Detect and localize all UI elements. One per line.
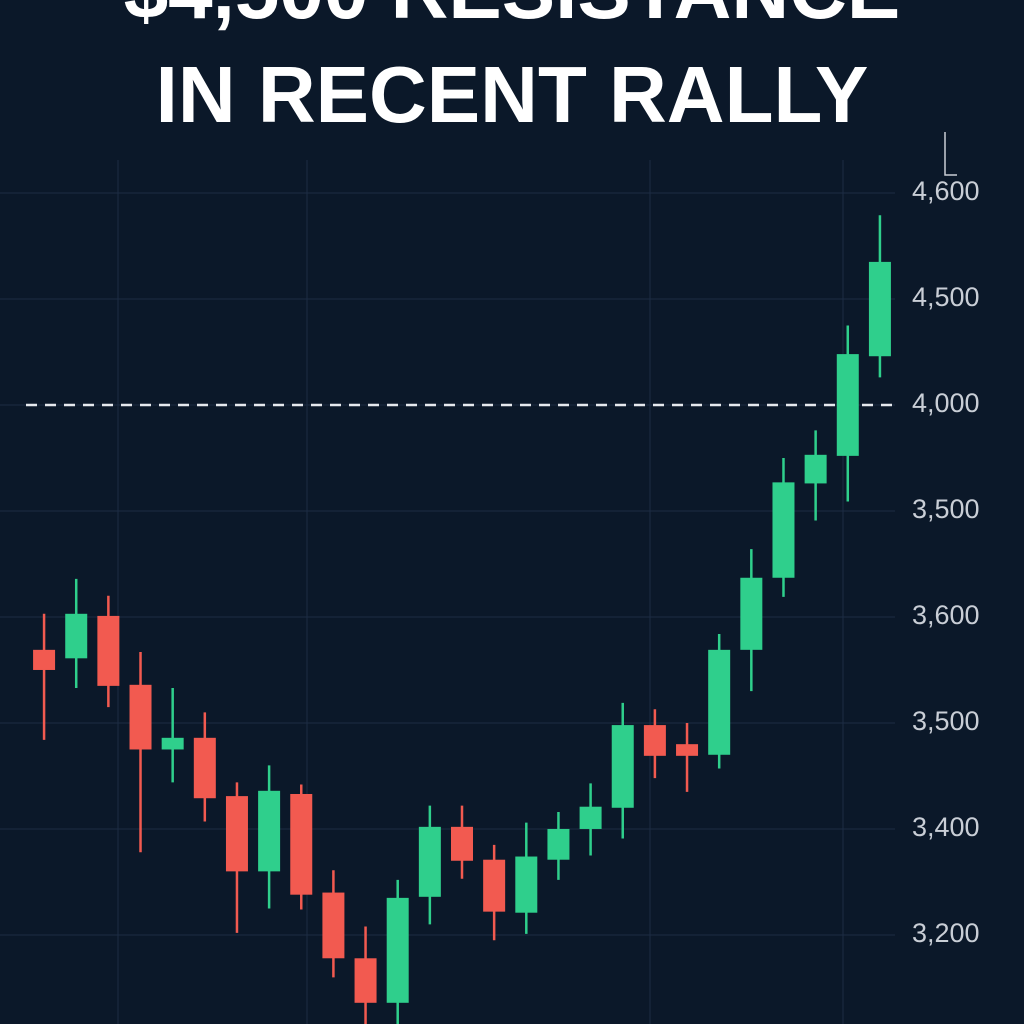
candle-body xyxy=(515,856,538,913)
candle-body xyxy=(740,577,763,650)
candle-body xyxy=(225,796,248,872)
candle-body xyxy=(290,793,313,895)
chart-title-line: $4,500 RESISTANCE xyxy=(124,0,901,35)
candle-body xyxy=(804,454,827,484)
chart-title-line: IN RECENT RALLY xyxy=(156,50,869,139)
candle-body xyxy=(708,649,731,755)
candle-body xyxy=(386,897,409,1003)
y-tick-label: 3,600 xyxy=(912,600,980,630)
y-tick-label: 4,500 xyxy=(912,282,980,312)
candle-body xyxy=(97,615,120,686)
candle-body xyxy=(611,725,634,808)
candle-body xyxy=(354,958,377,1003)
candle-body xyxy=(418,826,441,897)
candle-body xyxy=(65,613,88,659)
y-tick-label: 3,400 xyxy=(912,812,980,842)
candle-body xyxy=(772,482,795,578)
y-tick-label: 4,000 xyxy=(912,388,980,418)
candle-body xyxy=(258,790,281,872)
y-tick-label: 3,500 xyxy=(912,706,980,736)
candle-body xyxy=(451,826,473,861)
candle-body xyxy=(33,649,56,670)
y-tick-label: 3,200 xyxy=(912,918,980,948)
candle-body xyxy=(129,684,152,750)
candle-body xyxy=(643,725,666,756)
candle-body xyxy=(161,737,184,750)
y-tick-label: 4,600 xyxy=(912,176,980,206)
candle-body xyxy=(193,737,216,799)
candle-body xyxy=(579,806,602,829)
candle-body xyxy=(836,354,859,456)
candle-body xyxy=(322,892,345,959)
candle-body xyxy=(483,859,506,912)
candle-body xyxy=(547,828,570,860)
candle-body xyxy=(868,261,891,357)
corner-mark xyxy=(944,132,957,176)
candle-body xyxy=(676,744,699,756)
y-tick-label: 3,500 xyxy=(912,494,980,524)
